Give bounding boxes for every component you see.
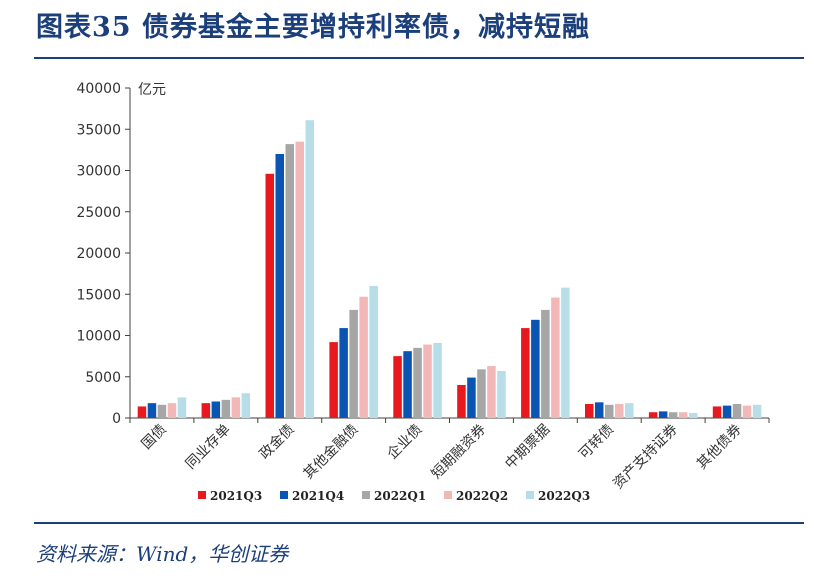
bar	[241, 393, 251, 418]
bar	[605, 404, 614, 418]
bar	[615, 403, 624, 418]
legend-label: 2021Q4	[292, 489, 344, 503]
legend-swatch	[280, 491, 288, 499]
bar	[497, 370, 506, 418]
bar	[295, 141, 304, 418]
bar	[487, 366, 496, 418]
y-tick-label: 10000	[76, 329, 121, 345]
bar	[275, 154, 284, 418]
bar	[732, 403, 742, 418]
y-tick-label: 40000	[76, 81, 121, 97]
y-tick-label: 35000	[76, 122, 121, 138]
bar	[285, 144, 294, 418]
y-axis-label: 亿元	[138, 82, 166, 98]
y-tick-label: 25000	[76, 205, 121, 221]
bar	[231, 397, 241, 418]
bar	[658, 411, 668, 418]
bar	[752, 404, 762, 418]
bar	[423, 344, 432, 418]
x-tick-label: 中期票据	[502, 422, 553, 473]
y-tick-label: 15000	[76, 287, 121, 303]
bar	[177, 397, 187, 418]
x-tick-label: 企业债	[384, 421, 426, 463]
bar	[467, 377, 476, 418]
bar	[541, 309, 550, 418]
bar	[521, 328, 530, 418]
legend-label: 2021Q3	[210, 489, 262, 503]
y-tick-label: 5000	[85, 370, 121, 386]
bar	[221, 399, 231, 418]
x-tick-label: 同业存单	[183, 422, 234, 473]
legend-label: 2022Q1	[374, 489, 426, 503]
legend-swatch	[198, 491, 206, 499]
bar	[167, 403, 177, 418]
bar	[742, 405, 752, 418]
bar	[457, 385, 466, 418]
source-note: 资料来源：Wind，华创证券	[36, 542, 289, 566]
y-tick-label: 0	[112, 411, 121, 427]
bar	[137, 406, 147, 418]
bar	[722, 405, 732, 418]
bar	[403, 351, 412, 418]
bar	[561, 287, 570, 418]
bar	[477, 369, 486, 418]
legend-swatch	[362, 491, 370, 499]
bar	[349, 309, 358, 418]
bar	[413, 347, 422, 418]
bar	[678, 412, 688, 418]
bar	[157, 404, 167, 418]
bar	[531, 319, 540, 418]
source-rule	[34, 522, 804, 524]
bar	[359, 296, 368, 418]
bar	[551, 297, 560, 418]
x-tick-label: 可转债	[576, 422, 617, 463]
bar-chart-svg: 0 5000 10000 15000 20000 25000 30000 35000 40000…	[76, 81, 770, 503]
bar	[339, 328, 348, 418]
x-tick-label: 政金债	[257, 422, 298, 463]
bar	[211, 401, 221, 418]
figure-title: 图表35 债券基金主要增持利率债，减持短融	[36, 12, 590, 43]
bar	[688, 413, 698, 418]
bar	[329, 342, 338, 418]
bar	[625, 403, 634, 418]
bar	[648, 412, 658, 418]
x-tick-label: 其他金融债	[301, 422, 362, 483]
bar	[433, 342, 442, 418]
bar	[393, 356, 402, 418]
bar	[201, 403, 211, 418]
x-tick-label: 其他债券	[694, 422, 745, 473]
bar	[668, 412, 678, 418]
bar-chart: 0 5000 10000 15000 20000 25000 30000 35000 40000…	[0, 60, 814, 518]
bar	[585, 403, 594, 418]
x-tick-label: 国债	[139, 422, 170, 453]
x-tick-label: 资产支持证券	[610, 422, 681, 493]
x-tick-label: 短期融资券	[428, 422, 489, 483]
legend-swatch	[444, 491, 452, 499]
bar	[305, 120, 314, 419]
legend-swatch	[526, 491, 534, 499]
bar	[595, 402, 604, 418]
y-tick-label: 20000	[76, 246, 121, 262]
y-tick-label: 30000	[76, 164, 121, 180]
bar	[369, 286, 378, 418]
legend-label: 2022Q2	[456, 489, 508, 503]
bar	[712, 406, 722, 418]
bar	[265, 173, 274, 418]
bar	[147, 403, 157, 418]
legend-label: 2022Q3	[538, 489, 590, 503]
title-rule	[34, 57, 804, 59]
